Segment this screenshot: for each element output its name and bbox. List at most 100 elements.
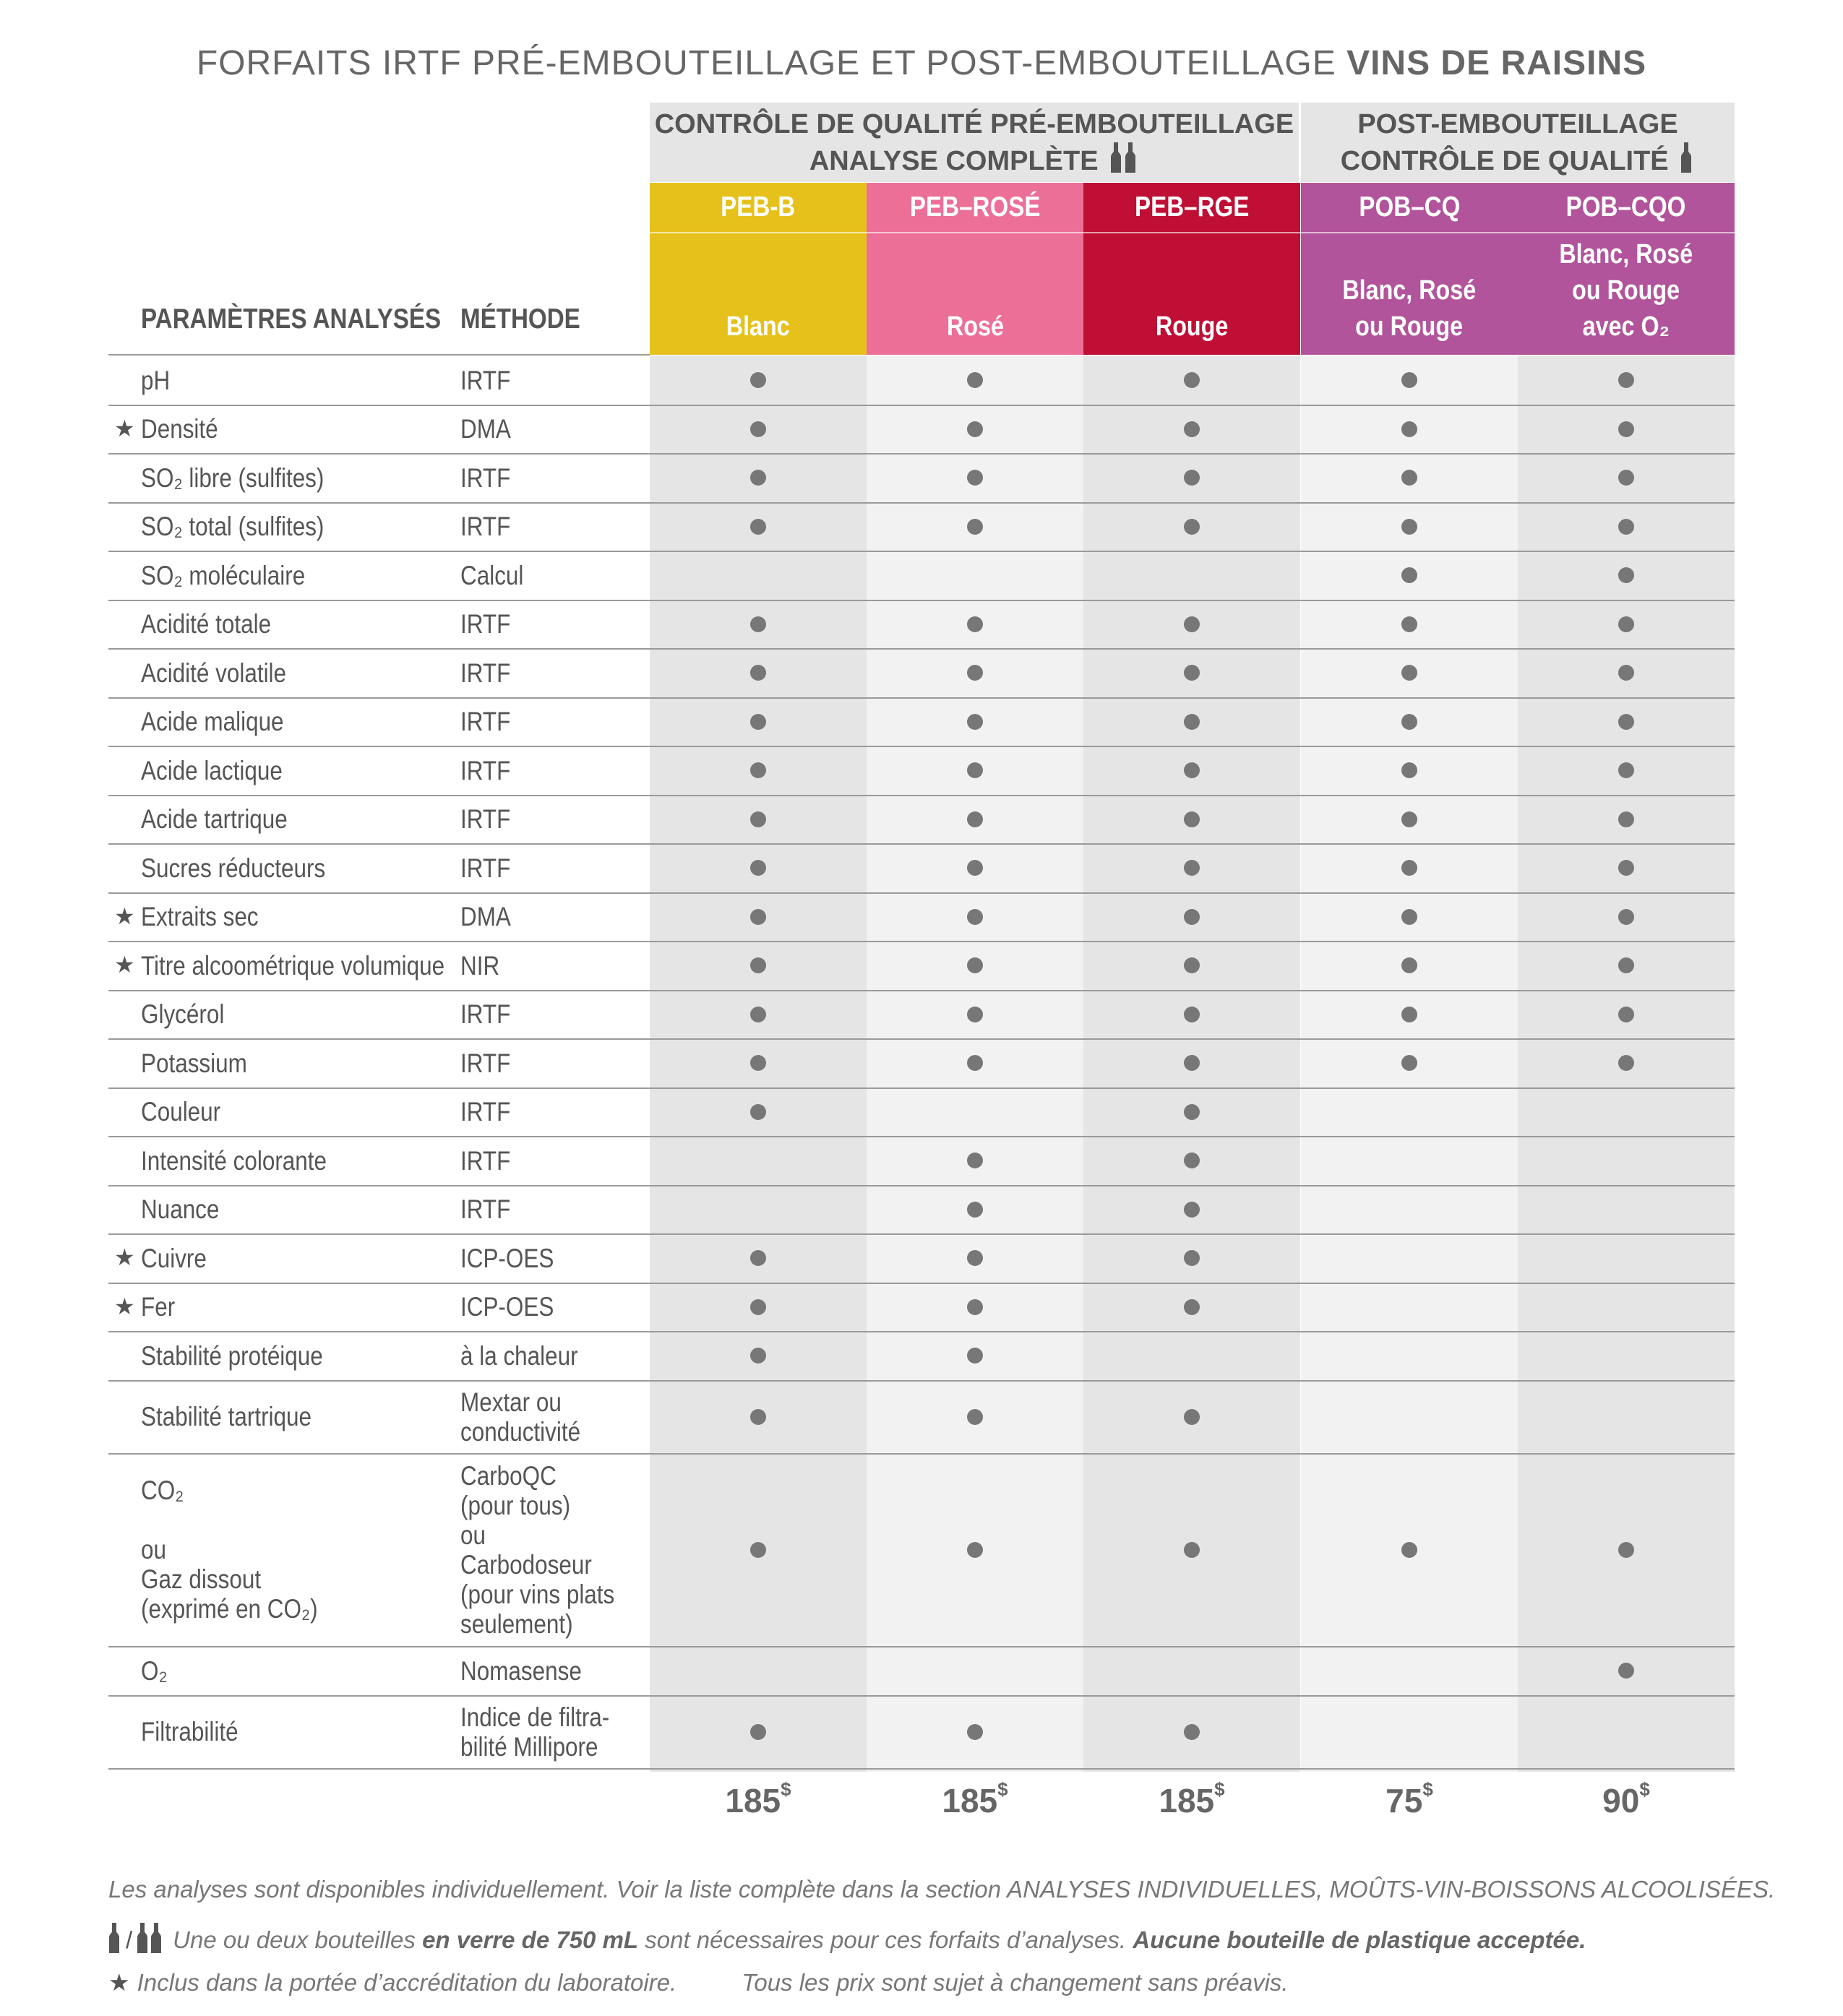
included-dot-icon [750,616,766,632]
bottle-icon [1681,142,1692,173]
included-dot-icon [1618,811,1634,827]
method-name: Calcul [460,560,524,590]
included-dot-icon [1401,957,1417,973]
parameter-name: Stabilité protéique [141,1340,323,1371]
package-header-peb-rose: PEB–ROSÉ Rosé [867,183,1083,355]
method-name: ICP-OES [460,1292,554,1322]
method-name: CarboQC (pour tous) ou Carbodoseur (pour vin… [460,1460,615,1639]
included-dot-icon [1184,713,1200,730]
included-dot-icon [967,616,983,632]
included-dot-icon [1401,1541,1417,1558]
included-dot-icon [967,1408,983,1425]
parameter-name: Couleur [141,1097,221,1127]
included-dot-icon [750,1250,766,1266]
included-dot-icon [750,372,766,388]
included-dot-icon [967,957,983,973]
parameter-name: Sucres réducteurs [141,853,326,883]
package-desc-line: Rosé [946,311,1004,342]
included-dot-icon [1184,518,1200,535]
parameter-name: SO₂ libre (sulfites) [141,462,325,493]
method-name: IRTF [460,755,511,785]
included-dot-icon [1401,372,1417,388]
included-dot-icon [967,421,983,437]
table-row: ★ Densité DMA [108,405,1735,455]
included-dot-icon [750,860,766,876]
included-dot-icon [1618,616,1634,632]
table-row: CO₂ ou Gaz dissout (exprimé en CO₂) CarboQC… [108,1453,1735,1647]
included-dot-icon [1184,908,1200,925]
included-dot-icon [1401,811,1417,827]
price-peb-rge: 185$ [1159,1778,1225,1819]
group-pre-line2: ANALYSE COMPLÈTE [809,145,1099,176]
package-header-pob-cq: POB–CQ Blanc, Rosé ou Rouge [1301,183,1518,355]
title-part-vins: VINS DE RAISINS [1346,44,1647,82]
star-icon: ★ [114,415,135,441]
included-dot-icon [750,908,766,925]
included-dot-icon [1401,665,1417,681]
parameter-name: Intensité colorante [141,1145,327,1176]
included-dot-icon [1401,860,1417,876]
star-icon: ★ [114,903,135,929]
included-dot-icon [967,1348,983,1364]
included-dot-icon [1618,908,1634,925]
table-row: Stabilité tartrique Mextar ou conductivité [108,1380,1735,1455]
included-dot-icon [1618,665,1634,681]
included-dot-icon [1618,762,1634,778]
included-dot-icon [1184,421,1200,437]
included-dot-icon [750,811,766,827]
included-dot-icon [967,811,983,827]
parameter-name: SO₂ total (sulfites) [141,512,325,541]
star-icon: ★ [114,1244,135,1270]
package-header-pob-cqo: POB–CQO Blanc, Rosé ou Rouge avec O₂ [1518,183,1735,355]
included-dot-icon [1184,811,1200,827]
package-code: PEB–RGE [1134,191,1250,223]
included-dot-icon [750,1103,766,1120]
included-dot-icon [1618,470,1634,486]
method-name: IRTF [460,999,511,1029]
included-dot-icon [750,957,766,973]
included-dot-icon [750,1006,766,1022]
price-pob-cq: 75$ [1386,1778,1433,1819]
included-dot-icon [967,1541,983,1558]
included-dot-icon [750,1348,766,1364]
included-dot-icon [1401,1055,1417,1071]
parameter-name: CO₂ ou Gaz dissout (exprimé en CO₂) [141,1476,318,1624]
included-dot-icon [750,1298,766,1315]
column-header-method: MÉTHODE [460,303,580,335]
included-dot-icon [1401,470,1417,486]
included-dot-icon [1401,616,1417,632]
parameter-name: Filtrabilité [141,1717,239,1746]
included-dot-icon [1618,372,1634,388]
price-peb-rose: 185$ [942,1778,1008,1819]
table-row: ★ Titre alcoométrique volumique NIR [108,941,1735,991]
method-name: IRTF [460,658,511,688]
method-name: IRTF [460,512,511,541]
title-part-main: PRÉ-EMBOUTEILLAGE ET POST-EMBOUTEILLAGE [471,44,1347,82]
included-dot-icon [750,665,766,681]
included-dot-icon [750,1055,766,1071]
method-name: Indice de filtra-bilité Millipore [460,1702,610,1762]
included-dot-icon [1184,372,1200,388]
package-header-peb-rge: PEB–RGE Rouge [1083,183,1300,355]
table-row: SO₂ moléculaire Calcul [108,551,1735,601]
included-dot-icon [1184,860,1200,876]
column-header-parameters: PARAMÈTRES ANALYSÉS [141,303,442,335]
price-pob-cqo: 90$ [1602,1778,1650,1819]
method-name: IRTF [460,1194,511,1224]
included-dot-icon [1184,1298,1200,1315]
parameter-name: Potassium [141,1048,247,1078]
title-part-forfaits: FORFAITS IRTF [196,44,472,82]
star-icon: ★ [114,952,135,978]
included-dot-icon [967,713,983,730]
method-name: IRTF [460,804,511,834]
included-dot-icon [750,1723,766,1740]
included-dot-icon [1401,713,1417,730]
included-dot-icon [967,1153,983,1168]
included-dot-icon [1401,762,1417,778]
table-row: SO₂ total (sulfites) IRTF [108,502,1735,552]
package-desc-line: Blanc [726,311,790,342]
note-line2-text-c: sont nécessaires pour ces forfaits d’ana… [638,1926,1133,1953]
package-code: POB–CQO [1566,191,1686,223]
included-dot-icon [1184,1153,1200,1168]
method-name: IRTF [460,853,511,883]
